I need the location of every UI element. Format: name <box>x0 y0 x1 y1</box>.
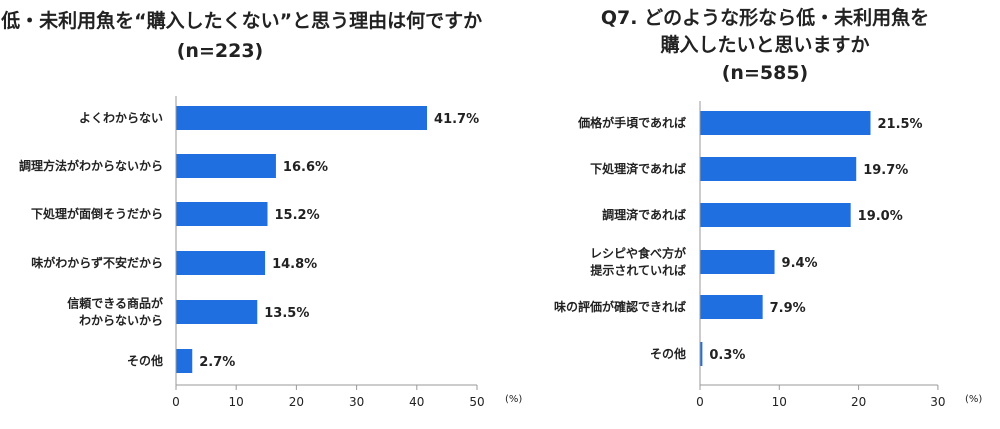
chart-2-category-label-4-line-2: 提示されていれば <box>590 263 686 278</box>
chart-2-category-label-4-line-1: レシピや食べ方が <box>590 246 686 261</box>
chart-2-value-label-2: 19.7% <box>863 163 908 178</box>
chart-2-bar-4 <box>700 250 775 274</box>
chart-1-title-line-2: (n=223) <box>177 40 263 62</box>
chart-1-bar-3 <box>176 202 268 226</box>
chart-2-x-tick-label-1: 0 <box>696 395 704 409</box>
chart-1-value-label-6: 2.7% <box>199 355 235 370</box>
chart-1-value-label-4: 14.8% <box>272 257 317 272</box>
chart-1-x-tick-label-1: 0 <box>172 395 180 409</box>
chart-2-value-label-4: 9.4% <box>782 256 818 271</box>
chart-2-category-label-2: 下処理済であれば <box>590 161 686 176</box>
chart-1-category-label-2: 調理方法がわからないから <box>19 158 163 173</box>
chart-1-category-label-6: その他 <box>127 353 163 368</box>
chart-1-bar-1 <box>176 106 428 130</box>
chart-1-x-tick-label-5: 40 <box>409 395 424 409</box>
chart-2-value-label-1: 21.5% <box>877 117 922 132</box>
chart-1-bar-4 <box>176 251 266 275</box>
chart-2-value-label-5: 7.9% <box>770 301 806 316</box>
chart-1-category-label-1: よくわからない <box>79 111 163 125</box>
chart-1-x-tick-label-4: 30 <box>349 395 364 409</box>
chart-1-bar-6 <box>176 349 193 373</box>
chart-2-x-tick-label-2: 10 <box>772 395 787 409</box>
chart-2-bar-5 <box>700 295 763 319</box>
chart-1-category-label-4: 味がわからず不安だから <box>31 255 163 270</box>
chart-1-value-label-5: 13.5% <box>264 306 309 321</box>
chart-2-title-line-1: Q7. どのような形なら低・未利用魚を <box>601 6 929 29</box>
chart-1-category-label-5-line-1: 信頼できる商品が <box>67 296 163 311</box>
chart-1-category-label-3: 下処理が面倒そうだから <box>31 206 163 221</box>
chart-2-category-label-6: その他 <box>650 346 686 361</box>
chart-1-x-tick-label-2: 10 <box>229 395 244 409</box>
chart-2-bar-3 <box>700 203 851 227</box>
chart-1-bar-2 <box>176 154 276 178</box>
chart-2-bar-1 <box>700 111 871 135</box>
chart-1-x-tick-label-3: 20 <box>289 395 304 409</box>
chart-2-value-label-6: 0.3% <box>709 348 745 363</box>
chart-1-bar-5 <box>176 300 258 324</box>
chart-1-x-tick-label-6: 50 <box>469 395 484 409</box>
chart-2-category-label-3: 調理済であれば <box>602 207 686 222</box>
chart-1-value-label-1: 41.7% <box>434 112 479 127</box>
chart-2-x-tick-label-4: 30 <box>930 395 945 409</box>
chart-1-value-label-2: 16.6% <box>283 160 328 175</box>
chart-2-unit-label: (%) <box>965 394 982 405</box>
chart-1-category-label-5-line-2: わからないから <box>79 314 163 328</box>
chart-2-title-line-2: 購入したいと思いますか <box>660 33 869 56</box>
chart-1-title-line-1: Q6. 低・未利用魚を“購入したくない”と思う理由は何ですか <box>0 9 482 32</box>
chart-2-category-label-5: 味の評価が確認できれば <box>554 299 686 314</box>
chart-2-bar-6 <box>700 342 703 366</box>
chart-2-title-line-3: (n=585) <box>722 62 808 84</box>
chart-1-unit-label: (%) <box>505 394 522 405</box>
chart-2-x-tick-label-3: 20 <box>851 395 866 409</box>
chart-1-value-label-3: 15.2% <box>275 208 320 223</box>
chart-2-value-label-3: 19.0% <box>858 209 903 224</box>
chart-2-category-label-1: 価格が手頃であれば <box>577 115 686 130</box>
chart-2-bar-2 <box>700 157 857 181</box>
